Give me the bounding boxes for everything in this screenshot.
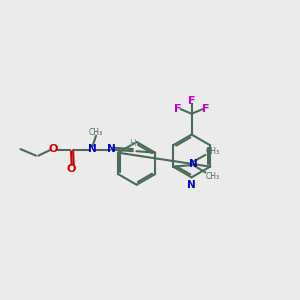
Text: F: F [202, 104, 210, 114]
Text: N: N [187, 180, 196, 190]
Text: CH₃: CH₃ [89, 128, 103, 137]
Text: O: O [67, 164, 76, 174]
Text: F: F [188, 96, 195, 106]
Text: CH₃: CH₃ [206, 147, 220, 156]
Text: N: N [88, 144, 97, 154]
Text: F: F [174, 104, 181, 114]
Text: N: N [107, 144, 116, 154]
Text: O: O [49, 143, 58, 154]
Text: CH₃: CH₃ [206, 172, 220, 181]
Text: N: N [189, 159, 198, 169]
Text: H: H [130, 139, 136, 148]
